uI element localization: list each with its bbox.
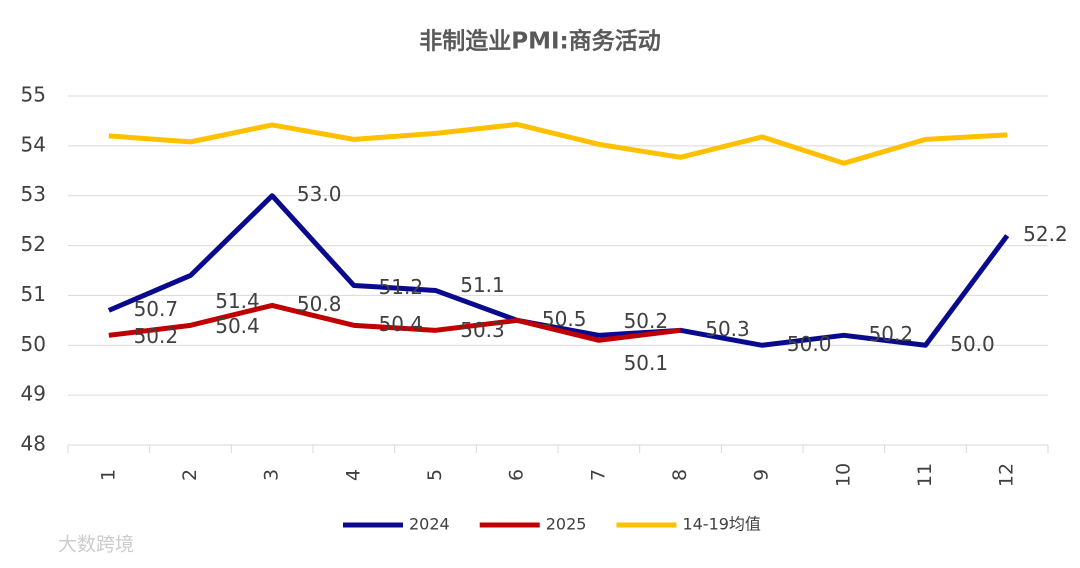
y-tick-label: 55	[21, 83, 46, 107]
watermark: 大数跨境	[58, 534, 134, 556]
x-tick-label: 10	[832, 463, 854, 487]
x-tick-label: 9	[751, 469, 773, 481]
data-label: 50.7	[134, 297, 179, 321]
data-label: 50.0	[787, 332, 832, 356]
data-label: 50.1	[624, 351, 669, 375]
data-label: 51.1	[460, 273, 505, 297]
data-label: 50.3	[705, 317, 750, 341]
x-tick-label: 5	[424, 469, 446, 481]
y-tick-label: 51	[21, 282, 46, 306]
series-line	[108, 302, 681, 343]
x-tick-label: 6	[506, 469, 528, 481]
chart-title: 非制造业PMI:商务活动	[419, 28, 661, 55]
data-label: 51.4	[215, 289, 260, 313]
x-tick-label: 1	[97, 469, 119, 481]
data-label: 50.4	[379, 312, 424, 336]
data-label: 50.4	[215, 314, 260, 338]
x-tick-label: 7	[587, 469, 609, 481]
data-label: 50.8	[297, 292, 342, 316]
x-tick-label: 8	[669, 469, 691, 481]
data-label: 50.0	[950, 332, 995, 356]
data-label: 50.3	[460, 318, 505, 342]
y-tick-label: 54	[21, 132, 46, 156]
data-label: 51.2	[379, 275, 424, 299]
legend-label: 2025	[546, 515, 587, 534]
y-tick-label: 50	[21, 332, 46, 356]
x-tick-label: 2	[179, 469, 201, 481]
data-label: 52.2	[1023, 222, 1068, 246]
x-tick-label: 3	[261, 469, 283, 481]
data-label: 50.2	[624, 309, 669, 333]
data-label: 53.0	[297, 182, 342, 206]
legend-label: 14-19均值	[682, 515, 761, 534]
y-tick-label: 53	[21, 182, 46, 206]
series-line	[108, 121, 1008, 166]
x-tick-label: 4	[342, 469, 364, 481]
y-tick-label: 48	[21, 432, 46, 456]
legend-label: 2024	[409, 515, 450, 534]
data-label: 50.2	[134, 324, 179, 348]
x-tick-label: 12	[996, 463, 1018, 487]
x-tick-label: 11	[914, 463, 936, 487]
data-label: 50.5	[542, 307, 587, 331]
y-tick-label: 52	[21, 232, 46, 256]
data-label: 50.2	[869, 322, 914, 346]
y-tick-label: 49	[21, 382, 46, 406]
